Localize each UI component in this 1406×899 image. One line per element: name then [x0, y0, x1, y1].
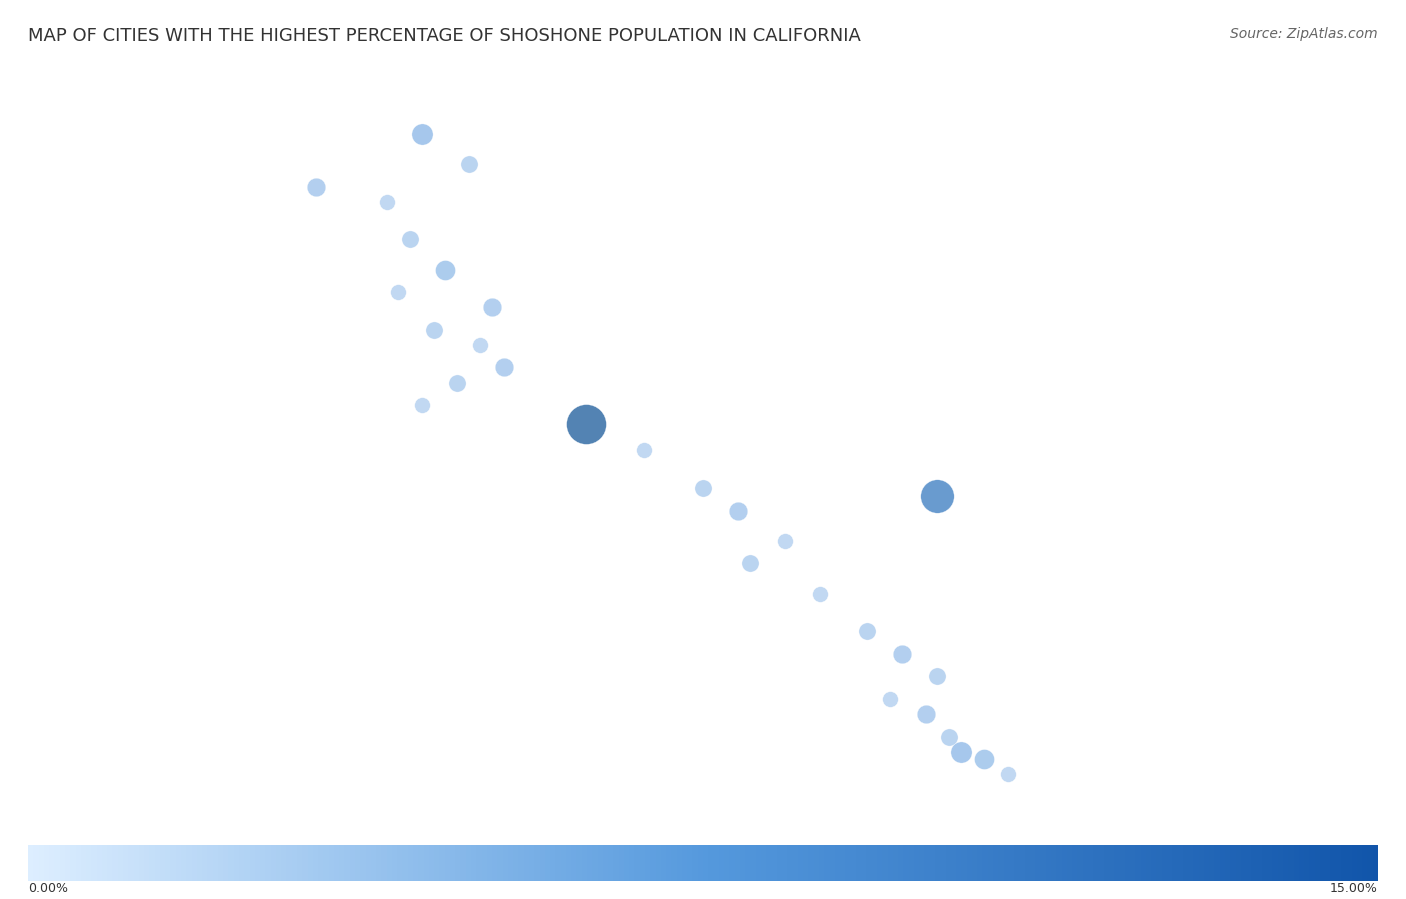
Point — [457, 156, 479, 171]
Point — [997, 767, 1019, 781]
Point — [387, 285, 409, 299]
Point — [891, 646, 914, 661]
Text: Source: ZipAtlas.com: Source: ZipAtlas.com — [1230, 27, 1378, 41]
Point — [973, 752, 995, 767]
Point — [856, 624, 879, 638]
Point — [727, 503, 749, 518]
Point — [692, 481, 714, 495]
Point — [927, 669, 949, 683]
Point — [633, 443, 655, 458]
Point — [773, 534, 796, 548]
Point — [305, 180, 328, 194]
Text: 0.00%: 0.00% — [28, 882, 67, 895]
Point — [927, 488, 949, 503]
Point — [434, 263, 457, 277]
Point — [938, 729, 960, 743]
Point — [411, 398, 433, 413]
Point — [738, 556, 761, 571]
Text: MAP OF CITIES WITH THE HIGHEST PERCENTAGE OF SHOSHONE POPULATION IN CALIFORNIA: MAP OF CITIES WITH THE HIGHEST PERCENTAG… — [28, 27, 860, 45]
Point — [446, 376, 468, 390]
Point — [422, 323, 444, 337]
Point — [949, 744, 972, 759]
Point — [470, 338, 492, 352]
Point — [492, 360, 515, 375]
Point — [411, 127, 433, 141]
Point — [575, 417, 598, 432]
Point — [481, 300, 503, 315]
Point — [399, 232, 422, 246]
Point — [808, 586, 831, 601]
Point — [879, 692, 901, 707]
Text: 15.00%: 15.00% — [1330, 882, 1378, 895]
Point — [375, 194, 398, 209]
Point — [914, 707, 936, 721]
